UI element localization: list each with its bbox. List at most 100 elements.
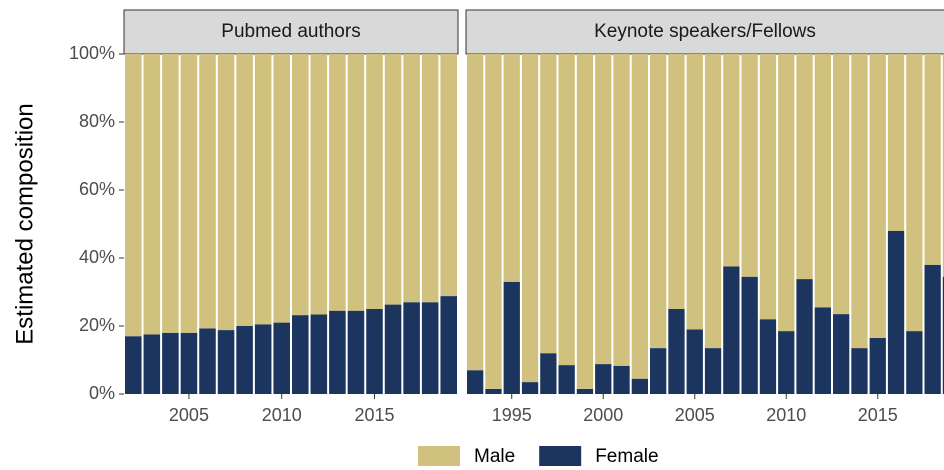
legend-label: Male <box>474 446 515 467</box>
bar-segment <box>180 54 198 333</box>
facet-strip <box>465 9 944 55</box>
x-tick-label: 2015 <box>354 405 394 425</box>
bar-segment <box>924 264 941 394</box>
bar-segment <box>723 54 740 267</box>
bar-segment <box>741 54 758 277</box>
legend-swatch <box>539 446 582 466</box>
facet-strip <box>123 9 459 55</box>
legend-label: Female <box>595 446 658 467</box>
bar-segment <box>521 382 539 394</box>
bar-segment <box>540 54 557 354</box>
bar-segment <box>199 328 216 394</box>
bar-segment <box>814 307 831 394</box>
bar-segment <box>503 54 520 282</box>
bar-segment <box>851 348 868 394</box>
bar-segment <box>236 54 253 326</box>
bar-segment <box>595 364 612 394</box>
bar-segment <box>384 304 402 394</box>
bar-segment <box>887 230 905 394</box>
bar-segment <box>558 365 575 394</box>
bar-segment <box>869 54 886 338</box>
bar-segment <box>329 310 346 394</box>
bar-segment <box>217 330 235 394</box>
bar-segment <box>143 334 161 394</box>
bar-segment <box>292 315 309 394</box>
bar-segment <box>180 332 198 394</box>
bar-segment <box>503 281 520 394</box>
bar-segment <box>796 54 813 280</box>
bar-segment <box>347 310 365 394</box>
y-axis-label: Estimated composition <box>11 103 38 344</box>
bar-segment <box>650 54 667 349</box>
bar-segment <box>273 54 290 323</box>
bar-segment <box>403 54 420 303</box>
bar-segment <box>851 54 868 349</box>
x-tick-label: 1995 <box>492 405 532 425</box>
facet-title: Pubmed authors <box>221 21 360 42</box>
bar-segment <box>421 302 439 394</box>
bar-segment <box>254 324 272 394</box>
bar-segment <box>668 309 685 394</box>
bar-segment <box>796 279 813 394</box>
bar-segment <box>467 54 484 371</box>
y-tick-label: 0% <box>89 383 115 403</box>
y-tick-label: 20% <box>79 315 115 335</box>
bar-segment <box>833 54 850 315</box>
bar-segment <box>613 365 630 394</box>
bar-segment <box>631 378 648 394</box>
bar-segment <box>906 54 923 332</box>
bar-segment <box>310 314 328 394</box>
bar-segment <box>942 54 944 277</box>
bar-segment <box>741 276 758 394</box>
bar-segment <box>558 54 575 366</box>
bar-segment <box>631 54 648 379</box>
bar-segment <box>273 322 290 394</box>
bar-segment <box>521 54 539 383</box>
bar-segment <box>366 309 383 394</box>
bar-segment <box>485 54 502 389</box>
bar-segment <box>942 276 944 394</box>
bar-segment <box>292 54 309 316</box>
bar-segment <box>162 54 179 333</box>
bar-segment <box>440 54 457 297</box>
x-tick-label: 2010 <box>766 405 806 425</box>
bar-segment <box>310 54 328 315</box>
x-tick-label: 2000 <box>583 405 623 425</box>
bar-segment <box>686 329 703 394</box>
bar-segment <box>595 54 612 365</box>
bar-segment <box>162 332 179 394</box>
bar-segment <box>125 54 142 337</box>
bar-segment <box>366 54 383 309</box>
bar-segment <box>887 54 905 231</box>
bar-segment <box>467 370 484 394</box>
x-tick-label: 2010 <box>262 405 302 425</box>
bar-segment <box>143 54 161 335</box>
bar-segment <box>613 54 630 366</box>
bar-segment <box>217 54 235 331</box>
bar-segment <box>329 54 346 311</box>
bar-segment <box>540 353 557 394</box>
x-tick-label: 2005 <box>169 405 209 425</box>
bar-segment <box>485 388 502 394</box>
y-tick-label: 80% <box>79 111 115 131</box>
bar-segment <box>778 331 795 394</box>
y-tick-label: 60% <box>79 179 115 199</box>
legend-swatch <box>418 446 460 466</box>
bar-segment <box>924 54 941 265</box>
bar-segment <box>650 348 667 394</box>
x-tick-label: 2005 <box>675 405 715 425</box>
bar-segment <box>704 54 722 349</box>
bar-segment <box>759 319 777 394</box>
bar-segment <box>440 296 457 394</box>
bar-segment <box>199 54 216 329</box>
bar-segment <box>814 54 831 308</box>
bar-segment <box>778 54 795 332</box>
bar-segment <box>254 54 272 325</box>
bar-segment <box>723 266 740 394</box>
facet-title: Keynote speakers/Fellows <box>594 21 816 42</box>
bar-segment <box>833 314 850 394</box>
y-tick-label: 40% <box>79 247 115 267</box>
bar-segment <box>869 337 886 394</box>
bar-segment <box>704 348 722 394</box>
